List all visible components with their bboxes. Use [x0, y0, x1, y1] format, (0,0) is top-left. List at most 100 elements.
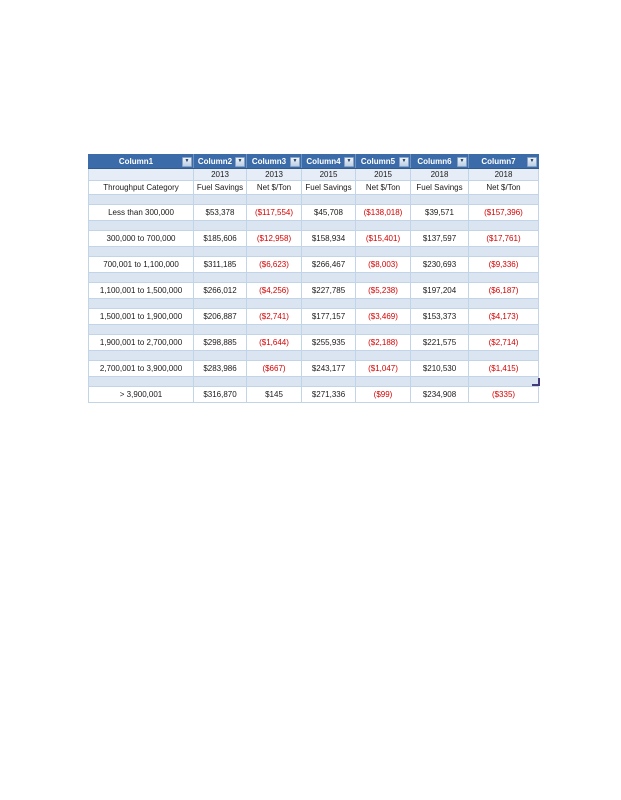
spacer-cell[interactable]	[193, 272, 247, 283]
category-cell[interactable]: 1,900,001 to 2,700,000	[88, 334, 194, 351]
spacer-cell[interactable]	[410, 220, 469, 231]
spacer-cell[interactable]	[88, 194, 194, 205]
value-cell[interactable]: ($17,761)	[468, 230, 539, 247]
value-cell[interactable]: $311,185	[193, 256, 247, 273]
spacer-cell[interactable]	[468, 298, 539, 309]
spacer-cell[interactable]	[193, 350, 247, 361]
value-cell[interactable]: ($1,415)	[468, 360, 539, 377]
year-cell[interactable]: 2018	[468, 168, 539, 181]
value-cell[interactable]: ($2,714)	[468, 334, 539, 351]
value-cell[interactable]: $266,467	[301, 256, 356, 273]
spacer-cell[interactable]	[246, 220, 302, 231]
value-cell[interactable]: ($8,003)	[355, 256, 411, 273]
category-cell[interactable]: 300,000 to 700,000	[88, 230, 194, 247]
spacer-cell[interactable]	[88, 376, 194, 387]
spacer-cell[interactable]	[410, 246, 469, 257]
value-cell[interactable]: $153,373	[410, 308, 469, 325]
subheader-cell[interactable]: Net $/Ton	[355, 180, 411, 195]
spacer-cell[interactable]	[88, 246, 194, 257]
category-cell[interactable]: 2,700,001 to 3,900,000	[88, 360, 194, 377]
value-cell[interactable]: ($12,958)	[246, 230, 302, 247]
spacer-cell[interactable]	[355, 376, 411, 387]
spacer-cell[interactable]	[193, 220, 247, 231]
spacer-cell[interactable]	[301, 220, 356, 231]
spacer-cell[interactable]	[246, 324, 302, 335]
year-cell[interactable]	[88, 168, 194, 181]
value-cell[interactable]: ($157,396)	[468, 204, 539, 221]
value-cell[interactable]: $158,934	[301, 230, 356, 247]
value-cell[interactable]: $283,986	[193, 360, 247, 377]
spacer-cell[interactable]	[246, 350, 302, 361]
spacer-cell[interactable]	[88, 298, 194, 309]
column-header-column1[interactable]: Column1 ▼	[88, 154, 194, 169]
subheader-cell[interactable]: Throughput Category	[88, 180, 194, 195]
value-cell[interactable]: $177,157	[301, 308, 356, 325]
value-cell[interactable]: $271,336	[301, 386, 356, 403]
column-header-column6[interactable]: Column6 ▼	[410, 154, 469, 169]
subheader-cell[interactable]: Fuel Savings	[410, 180, 469, 195]
value-cell[interactable]: ($99)	[355, 386, 411, 403]
column-header-column5[interactable]: Column5 ▼	[355, 154, 411, 169]
spacer-cell[interactable]	[301, 246, 356, 257]
spacer-cell[interactable]	[355, 246, 411, 257]
value-cell[interactable]: $316,870	[193, 386, 247, 403]
filter-dropdown-button[interactable]: ▼	[457, 156, 467, 167]
category-cell[interactable]: > 3,900,001	[88, 386, 194, 403]
year-cell[interactable]: 2018	[410, 168, 469, 181]
spacer-cell[interactable]	[410, 272, 469, 283]
spacer-cell[interactable]	[246, 376, 302, 387]
spacer-cell[interactable]	[355, 350, 411, 361]
subheader-cell[interactable]: Fuel Savings	[193, 180, 247, 195]
value-cell[interactable]: ($335)	[468, 386, 539, 403]
category-cell[interactable]: 1,500,001 to 1,900,000	[88, 308, 194, 325]
value-cell[interactable]: ($138,018)	[355, 204, 411, 221]
value-cell[interactable]: $243,177	[301, 360, 356, 377]
spacer-cell[interactable]	[193, 298, 247, 309]
value-cell[interactable]: $145	[246, 386, 302, 403]
column-header-column4[interactable]: Column4 ▼	[301, 154, 356, 169]
value-cell[interactable]: $185,606	[193, 230, 247, 247]
spacer-cell[interactable]	[246, 194, 302, 205]
column-header-column7[interactable]: Column7 ▼	[468, 154, 539, 169]
column-header-column2[interactable]: Column2 ▼	[193, 154, 247, 169]
value-cell[interactable]: $234,908	[410, 386, 469, 403]
spacer-cell[interactable]	[355, 220, 411, 231]
value-cell[interactable]: $197,204	[410, 282, 469, 299]
category-cell[interactable]: 700,001 to 1,100,000	[88, 256, 194, 273]
filter-dropdown-button[interactable]: ▼	[290, 156, 300, 167]
filter-dropdown-button[interactable]: ▼	[344, 156, 354, 167]
spacer-cell[interactable]	[410, 350, 469, 361]
value-cell[interactable]: ($3,469)	[355, 308, 411, 325]
category-cell[interactable]: Less than 300,000	[88, 204, 194, 221]
spacer-cell[interactable]	[468, 220, 539, 231]
value-cell[interactable]: $221,575	[410, 334, 469, 351]
value-cell[interactable]: ($117,554)	[246, 204, 302, 221]
value-cell[interactable]: ($5,238)	[355, 282, 411, 299]
table-resize-handle[interactable]	[532, 378, 540, 386]
spacer-cell[interactable]	[193, 376, 247, 387]
value-cell[interactable]: $45,708	[301, 204, 356, 221]
value-cell[interactable]: ($9,336)	[468, 256, 539, 273]
value-cell[interactable]: ($15,401)	[355, 230, 411, 247]
spacer-cell[interactable]	[246, 298, 302, 309]
spacer-cell[interactable]	[88, 220, 194, 231]
filter-dropdown-button[interactable]: ▼	[399, 156, 409, 167]
spacer-cell[interactable]	[410, 324, 469, 335]
value-cell[interactable]: $255,935	[301, 334, 356, 351]
subheader-cell[interactable]: Fuel Savings	[301, 180, 356, 195]
value-cell[interactable]: ($4,173)	[468, 308, 539, 325]
spacer-cell[interactable]	[301, 298, 356, 309]
spacer-cell[interactable]	[301, 350, 356, 361]
spacer-cell[interactable]	[355, 272, 411, 283]
value-cell[interactable]: ($2,188)	[355, 334, 411, 351]
value-cell[interactable]: ($2,741)	[246, 308, 302, 325]
year-cell[interactable]: 2013	[193, 168, 247, 181]
spacer-cell[interactable]	[88, 272, 194, 283]
filter-dropdown-button[interactable]: ▼	[527, 156, 537, 167]
value-cell[interactable]: ($6,623)	[246, 256, 302, 273]
spacer-cell[interactable]	[468, 376, 539, 387]
value-cell[interactable]: $137,597	[410, 230, 469, 247]
spacer-cell[interactable]	[193, 324, 247, 335]
value-cell[interactable]: $206,887	[193, 308, 247, 325]
spacer-cell[interactable]	[468, 272, 539, 283]
